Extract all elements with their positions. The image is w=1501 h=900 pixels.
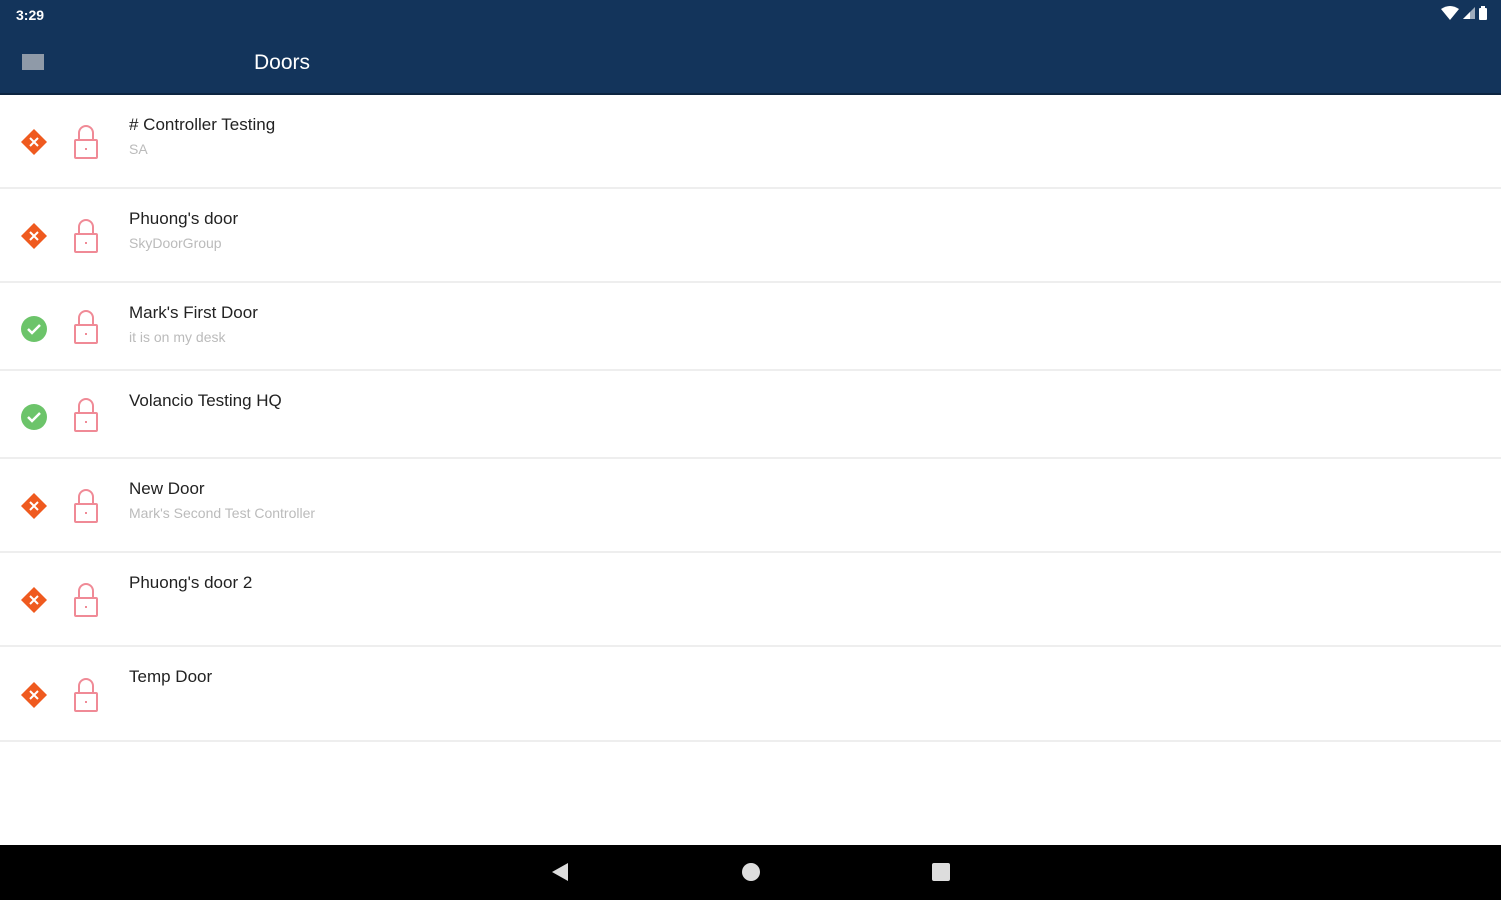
offline-error-icon: [21, 587, 47, 613]
door-list-item[interactable]: Mark's First Door it is on my desk: [0, 283, 1501, 371]
offline-error-icon: [21, 493, 47, 519]
door-name: Phuong's door: [129, 209, 239, 228]
door-name: Mark's First Door: [129, 303, 258, 322]
lock-icon: [74, 489, 98, 523]
door-list-item[interactable]: # Controller Testing SA: [0, 95, 1501, 189]
door-name: Phuong's door 2: [129, 573, 253, 592]
page-title: Doors: [254, 51, 311, 74]
offline-error-icon: [21, 681, 47, 708]
door-list-item[interactable]: Phuong's door SkyDoorGroup: [0, 189, 1501, 283]
signal-icon: [1463, 7, 1475, 19]
status-time: 3:29: [16, 7, 45, 23]
door-subtitle: SkyDoorGroup: [129, 235, 222, 251]
lock-icon: [74, 398, 98, 432]
lock-icon: [74, 219, 98, 253]
app-bar: 3:29 Doors: [0, 0, 1501, 95]
hamburger-menu-icon[interactable]: [22, 54, 44, 70]
door-list: # Controller Testing SA Phuong's door Sk…: [0, 95, 1501, 742]
offline-error-icon: [21, 223, 47, 249]
lock-icon: [74, 677, 98, 712]
online-check-icon: [21, 316, 47, 342]
lock-icon: [74, 125, 98, 159]
home-icon[interactable]: [741, 862, 761, 882]
lock-icon: [74, 583, 98, 617]
back-icon[interactable]: [550, 862, 570, 882]
door-name: Volancio Testing HQ: [129, 391, 282, 410]
door-name: # Controller Testing: [129, 115, 276, 134]
offline-error-icon: [21, 129, 47, 155]
door-name: Temp Door: [129, 667, 213, 686]
door-subtitle: Mark's Second Test Controller: [129, 505, 316, 521]
online-check-icon: [21, 404, 47, 430]
lock-icon: [74, 310, 98, 344]
door-subtitle: it is on my desk: [129, 329, 226, 345]
door-list-item[interactable]: Volancio Testing HQ: [0, 371, 1501, 459]
system-icons: [1441, 6, 1487, 20]
battery-icon: [1479, 6, 1487, 20]
recents-icon[interactable]: [931, 862, 951, 882]
wifi-icon: [1441, 6, 1459, 20]
door-list-item[interactable]: Temp Door: [0, 647, 1501, 742]
door-subtitle: SA: [129, 141, 148, 157]
door-list-item[interactable]: New Door Mark's Second Test Controller: [0, 459, 1501, 553]
door-name: New Door: [129, 479, 205, 498]
door-list-item[interactable]: Phuong's door 2: [0, 553, 1501, 647]
